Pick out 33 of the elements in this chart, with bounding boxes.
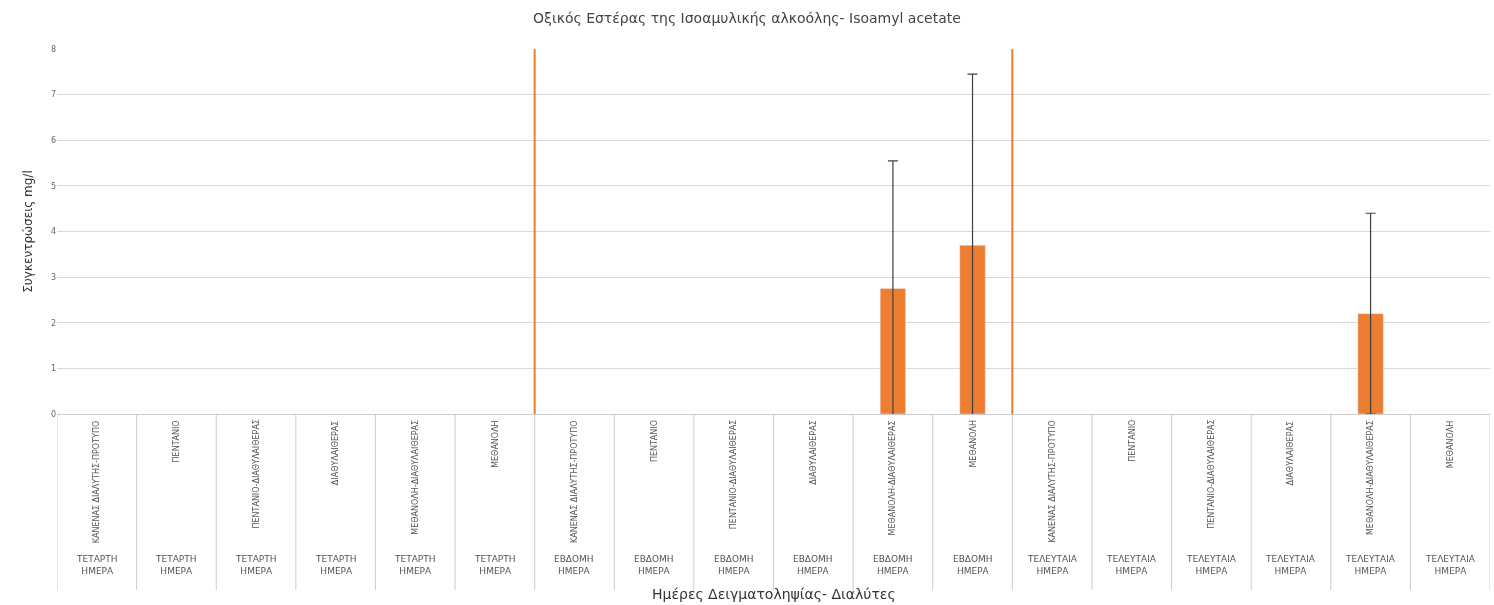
category-label: ΜΕΘΑΝΟΛΗ-ΔΙΑΘΥΛΑΙΘΕΡΑΣ ΤΕΛΕΥΤΑΙΑ ΗΜΕΡΑ [1346, 420, 1395, 576]
category-label: ΜΕΘΑΝΟΛΗ ΤΕΛΕΥΤΑΙΑ ΗΜΕΡΑ [1426, 420, 1475, 576]
y-tick-label: 3 [50, 272, 56, 282]
text: Ημέρες Δειγματοληψίας- Διαλύτες [652, 586, 896, 602]
category-label: ΚΑΝΕΝΑΣ ΔΙΑΛΥΤΗΣ-ΠΡΟΤΥΠΟ ΤΕΛΕΥΤΑΙΑ ΗΜΕΡΑ [1028, 420, 1077, 576]
y-tick-label: 4 [50, 227, 56, 237]
category-label: ΠΕΝΤΑΝΙΟ ΕΒΔΟΜΗ ΗΜΕΡΑ [634, 420, 674, 576]
category-label: ΔΙΑΘΥΛΑΙΘΕΡΑΣ ΤΕΤΑΡΤΗ ΗΜΕΡΑ [316, 420, 357, 576]
y-tick-label: 6 [50, 136, 56, 146]
category-label: ΚΑΝΕΝΑΣ ΔΙΑΛΥΤΗΣ-ΠΡΟΤΥΠΟ ΕΒΔΟΜΗ ΗΜΕΡΑ [554, 420, 594, 576]
y-tick-label: 7 [50, 90, 56, 100]
category-label: ΠΕΝΤΑΝΙΟ-ΔΙΑΘΥΛΑΙΘΕΡΑΣ ΤΕΤΑΡΤΗ ΗΜΕΡΑ [236, 419, 277, 576]
category-label: ΜΕΘΑΝΟΛΗ-ΔΙΑΘΥΛΑΙΘΕΡΑΣ ΕΒΔΟΜΗ ΗΜΕΡΑ [873, 420, 913, 576]
y-tick-label: 1 [50, 364, 56, 374]
bar [879, 288, 906, 414]
category-label: ΜΕΘΑΝΟΛΗ-ΔΙΑΘΥΛΑΙΘΕΡΑΣ ΤΕΤΑΡΤΗ ΗΜΕΡΑ [395, 419, 436, 576]
y-tick-label: 5 [50, 181, 56, 191]
chart-title: Οξικός Εστέρας της Ισοαμυλικής αλκοόλης- Isoamyl acetate [533, 9, 961, 26]
category-label: ΠΕΝΤΑΝΙΟ-ΔΙΑΘΥΛΑΙΘΕΡΑΣ ΕΒΔΟΜΗ ΗΜΕΡΑ [714, 419, 754, 576]
y-tick-label: 8 [50, 44, 56, 54]
category-label: ΠΕΝΤΑΝΙΟ ΤΕΛΕΥΤΑΙΑ ΗΜΕΡΑ [1107, 419, 1156, 576]
y-tick-label: 2 [50, 318, 56, 328]
bar [959, 244, 986, 414]
category-label: ΠΕΝΤΑΝΙΟ-ΔΙΑΘΥΛΑΙΘΕΡΑΣ ΤΕΛΕΥΤΑΙΑ ΗΜΕΡΑ [1187, 419, 1236, 576]
category-label: ΔΙΑΘΥΛΑΙΘΕΡΑΣ ΕΒΔΟΜΗ ΗΜΕΡΑ [793, 420, 833, 576]
category-label: ΜΕΘΑΝΟΛΗ ΤΕΤΑΡΤΗ ΗΜΕΡΑ [475, 420, 516, 576]
category-label: ΔΙΑΘΥΛΑΙΘΕΡΑΣ ΤΕΛΕΥΤΑΙΑ ΗΜΕΡΑ [1266, 420, 1315, 576]
category-label: ΚΑΝΕΝΑΣ ΔΙΑΛΥΤΗΣ-ΠΡΟΤΥΠΟ ΤΕΤΑΡΤΗ ΗΜΕΡΑ [77, 420, 118, 576]
y-axis-title: Συγκεντρώσεις mg/l [21, 170, 36, 293]
category-label: ΠΕΝΤΑΝΙΟ ΤΕΤΑΡΤΗ ΗΜΕΡΑ [156, 420, 197, 576]
category-label: ΜΕΘΑΝΟΛΗ ΕΒΔΟΜΗ ΗΜΕΡΑ [953, 420, 993, 576]
y-tick-label: 0 [50, 409, 56, 419]
bar [1357, 313, 1384, 414]
